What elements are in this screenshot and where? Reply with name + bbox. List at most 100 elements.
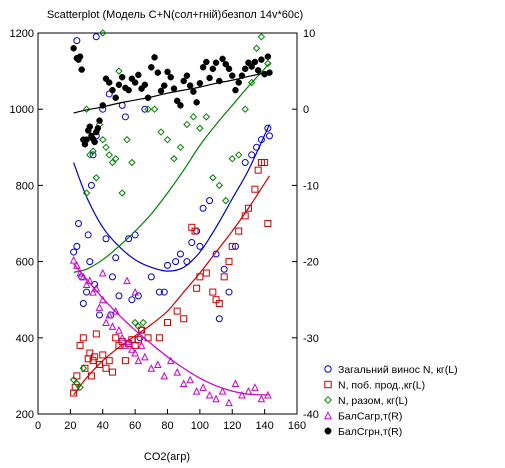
data-point [161,82,168,89]
data-point [173,307,181,315]
data-point [134,336,142,344]
data-point [111,155,120,163]
data-point [121,113,129,121]
data-point [147,364,156,372]
data-point [231,379,240,388]
data-point [241,105,249,113]
data-point [157,87,165,95]
data-point [151,54,158,61]
legend-marker [324,396,332,404]
data-point [79,334,87,342]
data-point [212,250,220,258]
data-point [202,113,211,121]
data-point [212,394,220,403]
data-point [155,334,163,342]
fit-line [73,124,271,272]
data-point [135,71,142,79]
data-point [202,269,210,277]
legend-label: Загальний винос N, кг(L) [338,364,458,376]
data-point [190,88,197,95]
fit-line [73,263,270,396]
data-point [163,135,172,144]
data-point [96,311,104,319]
x-tick-label: 100 [191,420,209,432]
data-point [153,360,162,368]
data-point [251,185,259,193]
data-point [222,196,230,205]
data-point [265,132,273,140]
data-point [96,117,103,124]
data-point [79,300,87,308]
data-point [244,204,252,212]
data-point [73,37,81,45]
data-point [180,77,187,85]
data-point [228,242,236,250]
data-point [91,353,99,361]
data-point [258,56,265,63]
data-point [73,242,81,250]
data-point [108,158,117,167]
data-point [176,143,185,152]
data-point [264,53,272,60]
legend: Загальний винос N, кг(L) N, поб. прод.,кг… [323,364,458,438]
data-point [105,310,114,319]
data-point [218,387,227,395]
data-point [225,398,233,407]
y-right-tick-label: -40 [303,409,319,421]
data-point [124,337,133,346]
data-point [254,67,262,74]
data-point [173,97,181,105]
data-point [148,64,155,71]
data-point [180,315,188,323]
y-right-tick-label: -20 [303,257,319,269]
data-point [87,181,95,189]
legend-marker [324,380,332,389]
data-point [76,53,84,60]
x-tick-label: 140 [255,420,273,432]
data-point [251,383,259,391]
fit-line [73,63,270,273]
x-tick-label: 80 [161,420,173,432]
y-left-tick-label: 1000 [10,104,34,116]
data-point [199,64,207,71]
data-point [261,159,269,167]
data-point [138,326,146,334]
data-point [115,67,123,75]
data-point [83,136,90,143]
data-point [102,318,110,327]
data-point [115,326,123,334]
legend-marker [323,411,333,420]
data-point [81,364,89,372]
data-point [241,65,249,73]
data-point [125,86,132,94]
data-point [220,265,228,273]
data-point [137,341,146,349]
data-point [264,124,272,132]
data-point [102,235,110,243]
legend-label: N, разом, кг(L) [338,395,408,407]
data-point [199,383,207,391]
data-point [108,322,117,330]
data-point [121,341,130,349]
data-point [164,68,171,76]
data-point [70,248,78,256]
x-tick-label: 20 [64,420,76,432]
data-point [139,318,147,327]
data-point [128,158,136,167]
data-point [102,143,110,152]
x-axis-label: CO2(агр) [144,451,190,463]
data-point [73,372,81,380]
data-point [160,371,169,380]
y-right-tick-label: 0 [303,104,309,116]
data-point [112,254,120,262]
data-point [155,288,163,296]
data-point [99,135,107,144]
data-point [193,284,201,292]
data-point [209,288,217,296]
data-point [189,113,198,121]
data-point [105,79,113,86]
data-point [170,85,178,92]
data-point [121,357,129,365]
data-point [99,29,107,37]
